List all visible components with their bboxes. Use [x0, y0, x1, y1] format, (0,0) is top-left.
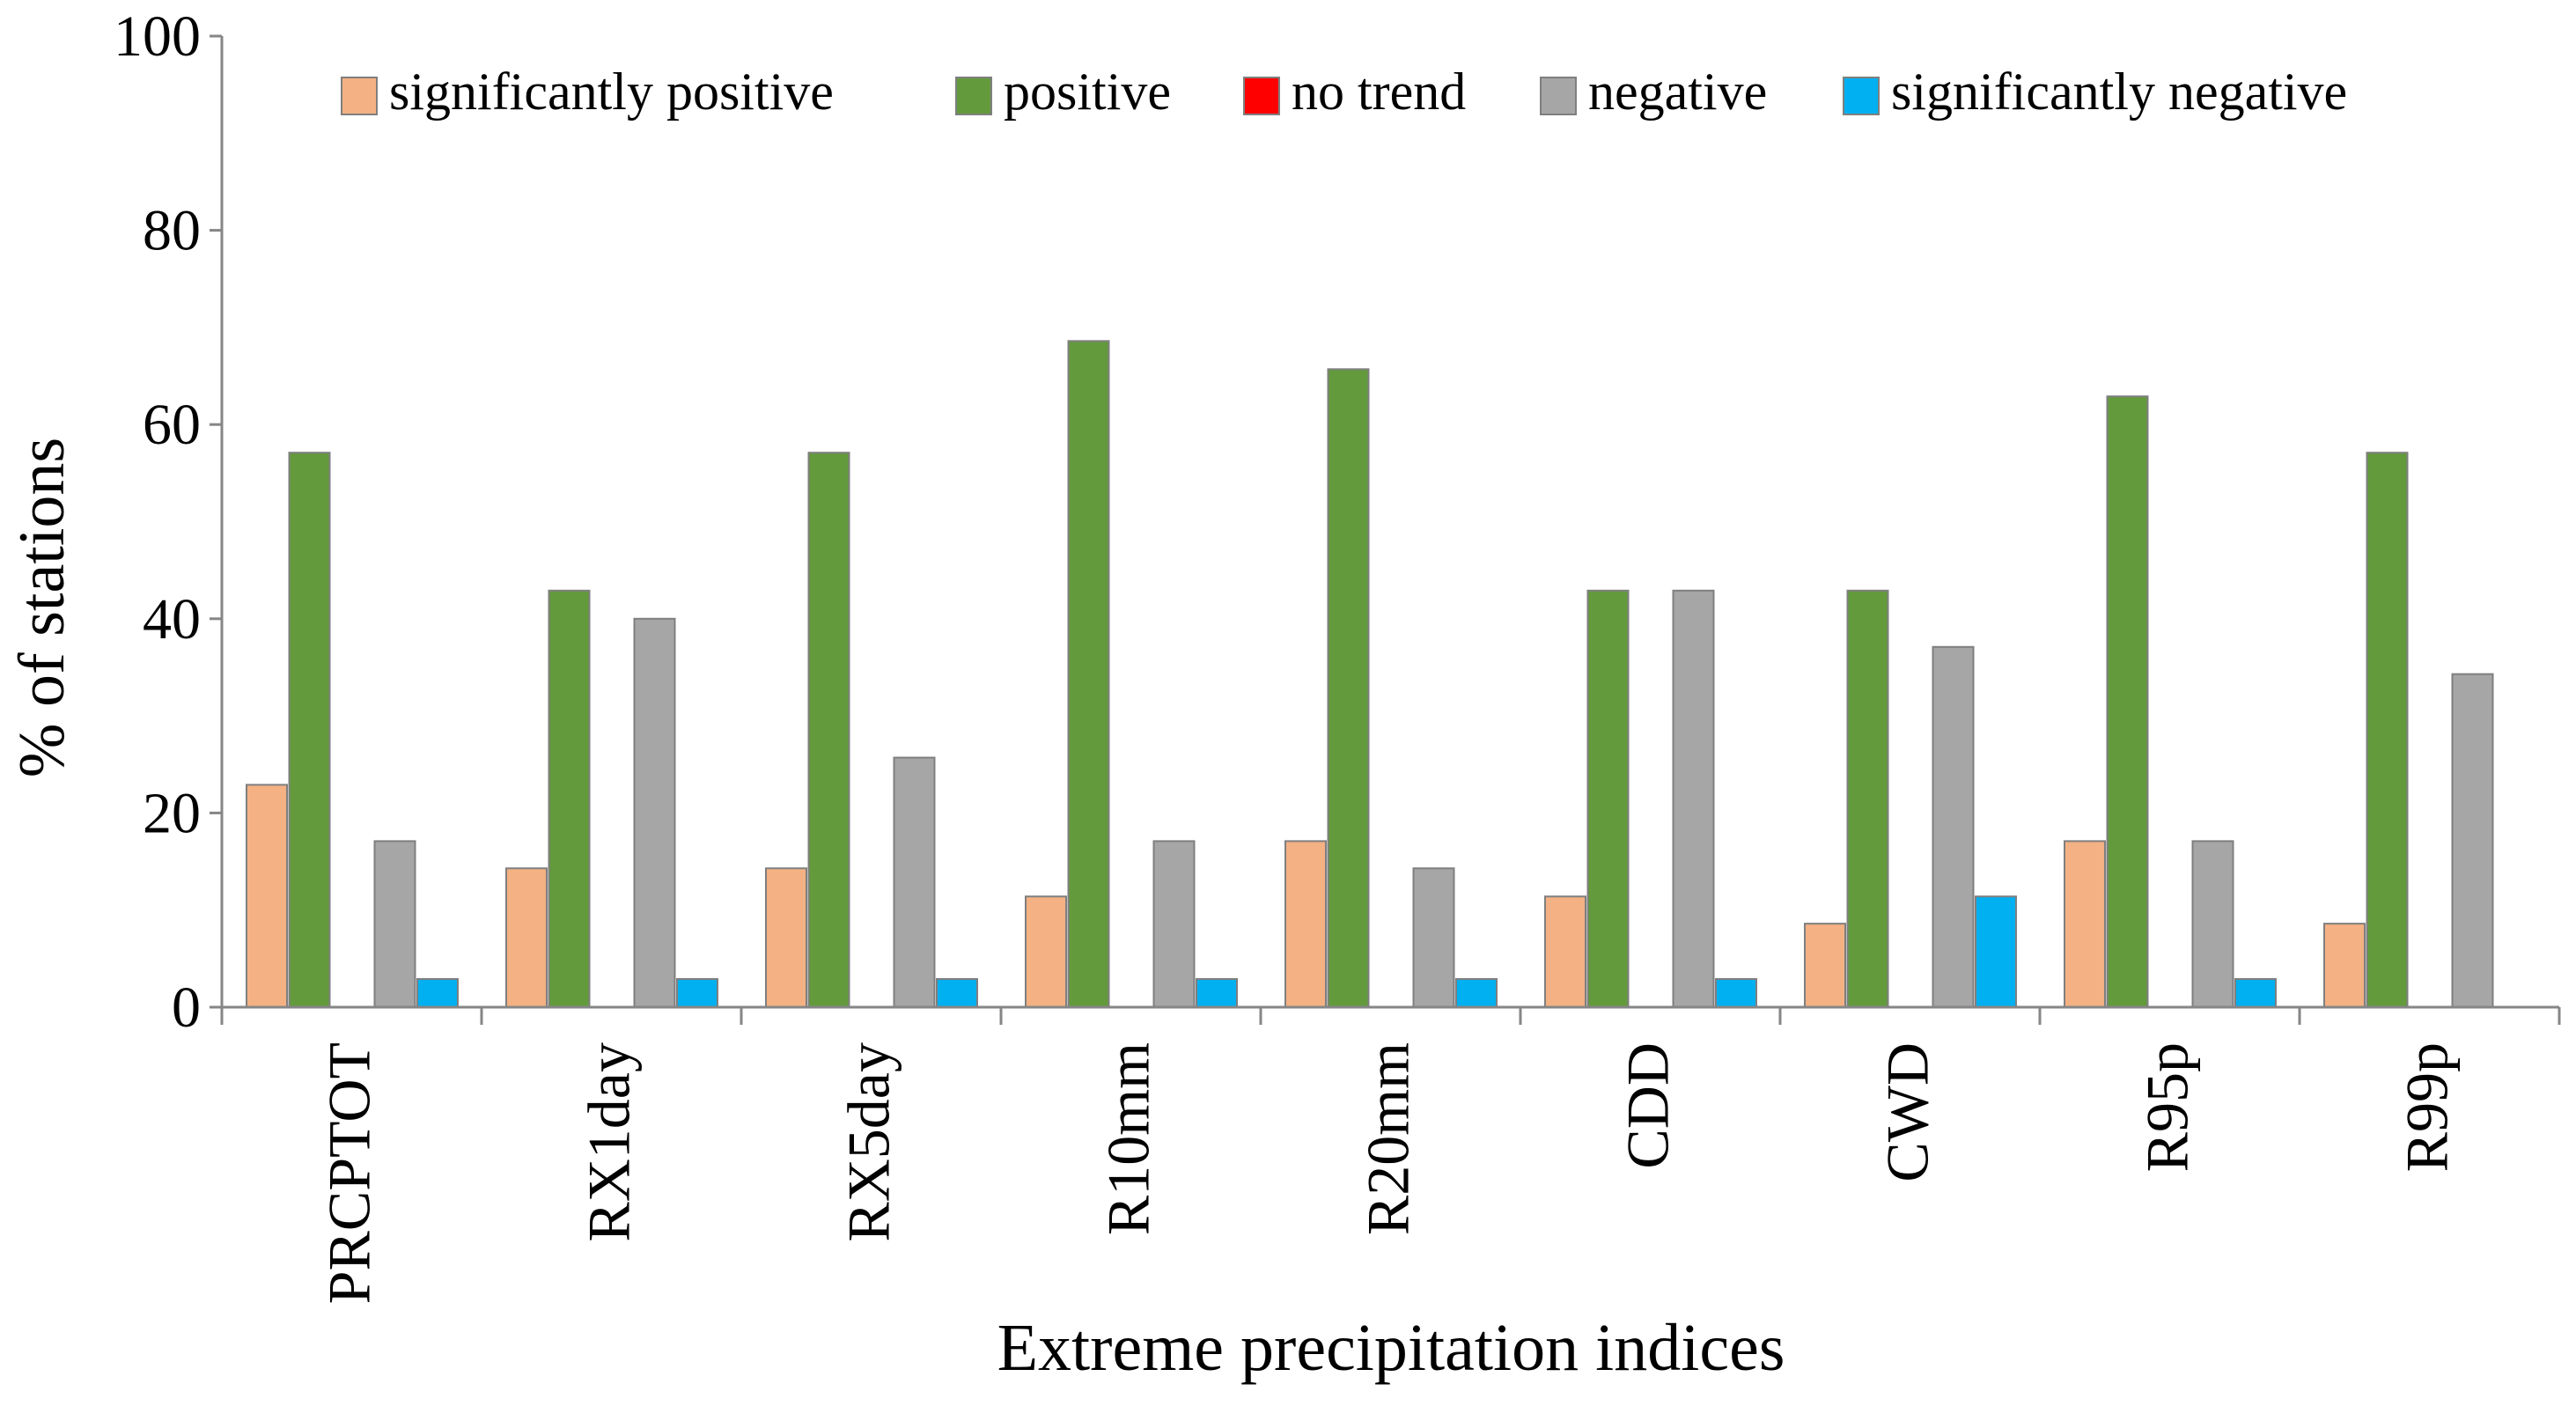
legend-item-positive: positive	[955, 63, 1171, 121]
bar-cwd-significantly-negative	[1975, 895, 2017, 1008]
x-tick-label-prcptot: PRCPTOT	[316, 1042, 383, 1304]
bar-prcptot-significantly-negative	[416, 978, 459, 1008]
bar-cwd-positive	[1846, 589, 1889, 1008]
bar-cwd-significantly-positive	[1804, 923, 1846, 1008]
x-tick-label-r95p: R95p	[2134, 1042, 2201, 1172]
x-tick-label-r99p: R99p	[2394, 1042, 2461, 1172]
legend-item-negative: negative	[1540, 63, 1767, 121]
legend-item-significantly-positive: significantly positive	[341, 63, 834, 121]
bar-r10mm-significantly-negative	[1196, 978, 1238, 1008]
axes-layer: 0 20 40 60 80 100 PRCPTOT RX1day RX5day R10mm R20m…	[114, 4, 2561, 1304]
bar-r20mm-significantly-negative	[1455, 978, 1498, 1008]
bar-r95p-significantly-negative	[2234, 978, 2277, 1008]
y-tick-label: 60	[143, 393, 201, 457]
legend-swatch	[341, 77, 378, 115]
bar-rx1day-negative	[633, 617, 676, 1008]
x-tick-label-cwd: CWD	[1874, 1042, 1941, 1182]
bar-r99p-negative	[2451, 673, 2494, 1009]
legend: significantly positive positive no trend ne…	[341, 63, 2347, 121]
bar-r95p-negative	[2191, 840, 2234, 1009]
bar-rx5day-significantly-negative	[936, 978, 978, 1008]
x-tick-label-r10mm: R10mm	[1095, 1042, 1162, 1235]
y-tick-label: 80	[143, 199, 201, 263]
x-tick-label-rx1day: RX1day	[576, 1042, 643, 1242]
legend-label: significantly negative	[1891, 63, 2347, 121]
bar-cdd-positive	[1586, 589, 1630, 1008]
bar-rx5day-significantly-positive	[765, 867, 807, 1008]
bar-rx1day-positive	[548, 589, 591, 1008]
bar-r95p-positive	[2106, 395, 2149, 1008]
bar-rx1day-significantly-positive	[505, 867, 548, 1008]
legend-swatch	[955, 77, 992, 115]
legend-swatch	[1243, 77, 1280, 115]
bar-r10mm-significantly-positive	[1025, 895, 1067, 1008]
bar-cdd-significantly-positive	[1544, 895, 1586, 1008]
legend-item-significantly-negative: significantly negative	[1843, 63, 2347, 121]
legend-swatch	[1540, 77, 1577, 115]
bar-r99p-positive	[2366, 452, 2409, 1008]
bar-cdd-significantly-negative	[1715, 978, 1757, 1008]
bar-r10mm-negative	[1152, 840, 1196, 1009]
bar-rx5day-negative	[893, 756, 936, 1008]
x-tick-label-rx5day: RX5day	[835, 1042, 902, 1242]
y-tick-label: 0	[172, 975, 201, 1040]
legend-swatch	[1843, 77, 1880, 115]
x-tick-label-r20mm: R20mm	[1355, 1042, 1422, 1235]
legend-label: significantly positive	[389, 63, 834, 121]
bar-cdd-negative	[1672, 589, 1715, 1008]
legend-label: negative	[1588, 63, 1767, 121]
bar-r10mm-positive	[1067, 340, 1110, 1009]
bar-rx5day-positive	[807, 452, 850, 1008]
y-tick-label: 40	[143, 587, 201, 651]
y-tick-label: 20	[143, 781, 201, 845]
bar-r20mm-positive	[1327, 368, 1370, 1009]
bar-r95p-significantly-positive	[2064, 840, 2106, 1009]
legend-item-no-trend: no trend	[1243, 63, 1466, 121]
bar-rx1day-significantly-negative	[676, 978, 718, 1008]
legend-label: positive	[1004, 63, 1171, 121]
bar-r20mm-negative	[1412, 867, 1455, 1008]
bar-prcptot-positive	[288, 452, 331, 1008]
bar-prcptot-negative	[373, 840, 416, 1009]
bar-r20mm-significantly-positive	[1284, 840, 1327, 1009]
legend-label: no trend	[1292, 63, 1466, 121]
bar-r99p-significantly-positive	[2323, 923, 2366, 1008]
x-tick-label-cdd: CDD	[1615, 1042, 1682, 1169]
bars-layer	[246, 340, 2494, 1009]
y-tick-label: 100	[114, 4, 201, 69]
bar-cwd-negative	[1932, 645, 1975, 1008]
y-axis-title: % of stations	[6, 438, 78, 777]
bar-prcptot-significantly-positive	[246, 784, 288, 1009]
x-axis-title: Extreme precipitation indices	[997, 1311, 1785, 1385]
